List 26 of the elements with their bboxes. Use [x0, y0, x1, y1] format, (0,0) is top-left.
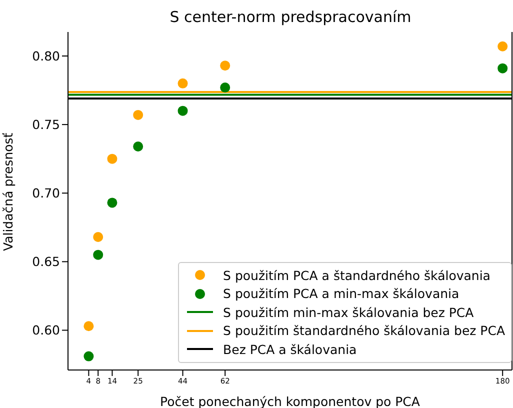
point: [93, 232, 104, 242]
point: [133, 110, 144, 120]
point: [178, 78, 188, 88]
y-tick-label: 0.60: [32, 322, 60, 338]
point: [93, 250, 104, 260]
point: [498, 41, 508, 52]
legend-label: S použitím PCA a min-max škálovania: [223, 286, 460, 302]
point: [107, 198, 118, 208]
y-tick-label: 0.65: [32, 254, 60, 270]
point: [107, 154, 118, 164]
point: [133, 141, 144, 152]
legend-label: S použitím PCA a štandardného škálovania: [223, 268, 490, 283]
legend-label: Bez PCA a škálovania: [223, 342, 357, 357]
y-axis-title: Validačná presnosť: [0, 132, 16, 251]
y-tick-label: 0.75: [32, 116, 60, 132]
chart-title: S center-norm predspracovaním: [168, 8, 412, 26]
point: [220, 60, 230, 71]
legend-label: S použitím štandardného škálovania bez PCA: [223, 323, 505, 338]
legend-label: S použitím min-max škálovania bez PCA: [223, 304, 474, 320]
y-tick-label: 0.70: [32, 186, 60, 201]
point: [84, 351, 94, 362]
point: [84, 321, 94, 332]
point: [178, 106, 188, 116]
point: [498, 63, 508, 74]
y-tick-label: 0.80: [32, 48, 60, 64]
point: [220, 82, 230, 93]
